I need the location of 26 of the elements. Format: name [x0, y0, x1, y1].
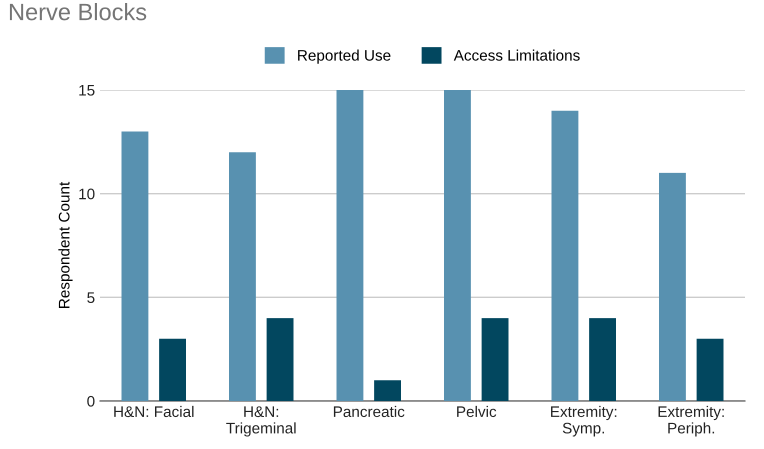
bar [336, 90, 364, 401]
bar [159, 338, 186, 401]
x-tick-label: Pelvic [457, 406, 496, 418]
bar [122, 131, 148, 401]
bar [589, 318, 616, 401]
bar [266, 318, 294, 401]
bar [374, 380, 401, 401]
bar [482, 318, 508, 401]
y-tick-label: 10 [79, 188, 95, 200]
bar [552, 110, 578, 401]
bar [659, 172, 686, 401]
y-tick-label: 15 [79, 85, 94, 96]
chart-title: Nerve Blocks [10, 2, 146, 20]
bar [444, 90, 471, 401]
bar [229, 152, 256, 401]
legend-label: Reported Use [298, 50, 390, 64]
x-tick-label: H&N: Trigeminal [226, 406, 296, 437]
x-tick-label: Extremity: Periph. [658, 406, 724, 437]
bar [696, 338, 724, 401]
y-tick-label: 0 [87, 396, 95, 407]
x-tick-label: Extremity: Symp. [551, 406, 616, 437]
y-axis-title: Respondent Count [58, 182, 73, 308]
y-tick-label: 5 [87, 292, 94, 304]
x-tick-label: Pancreatic [334, 406, 404, 418]
x-tick-label: H&N: Facial [114, 406, 194, 418]
legend-label: Access Limitations [454, 50, 580, 61]
